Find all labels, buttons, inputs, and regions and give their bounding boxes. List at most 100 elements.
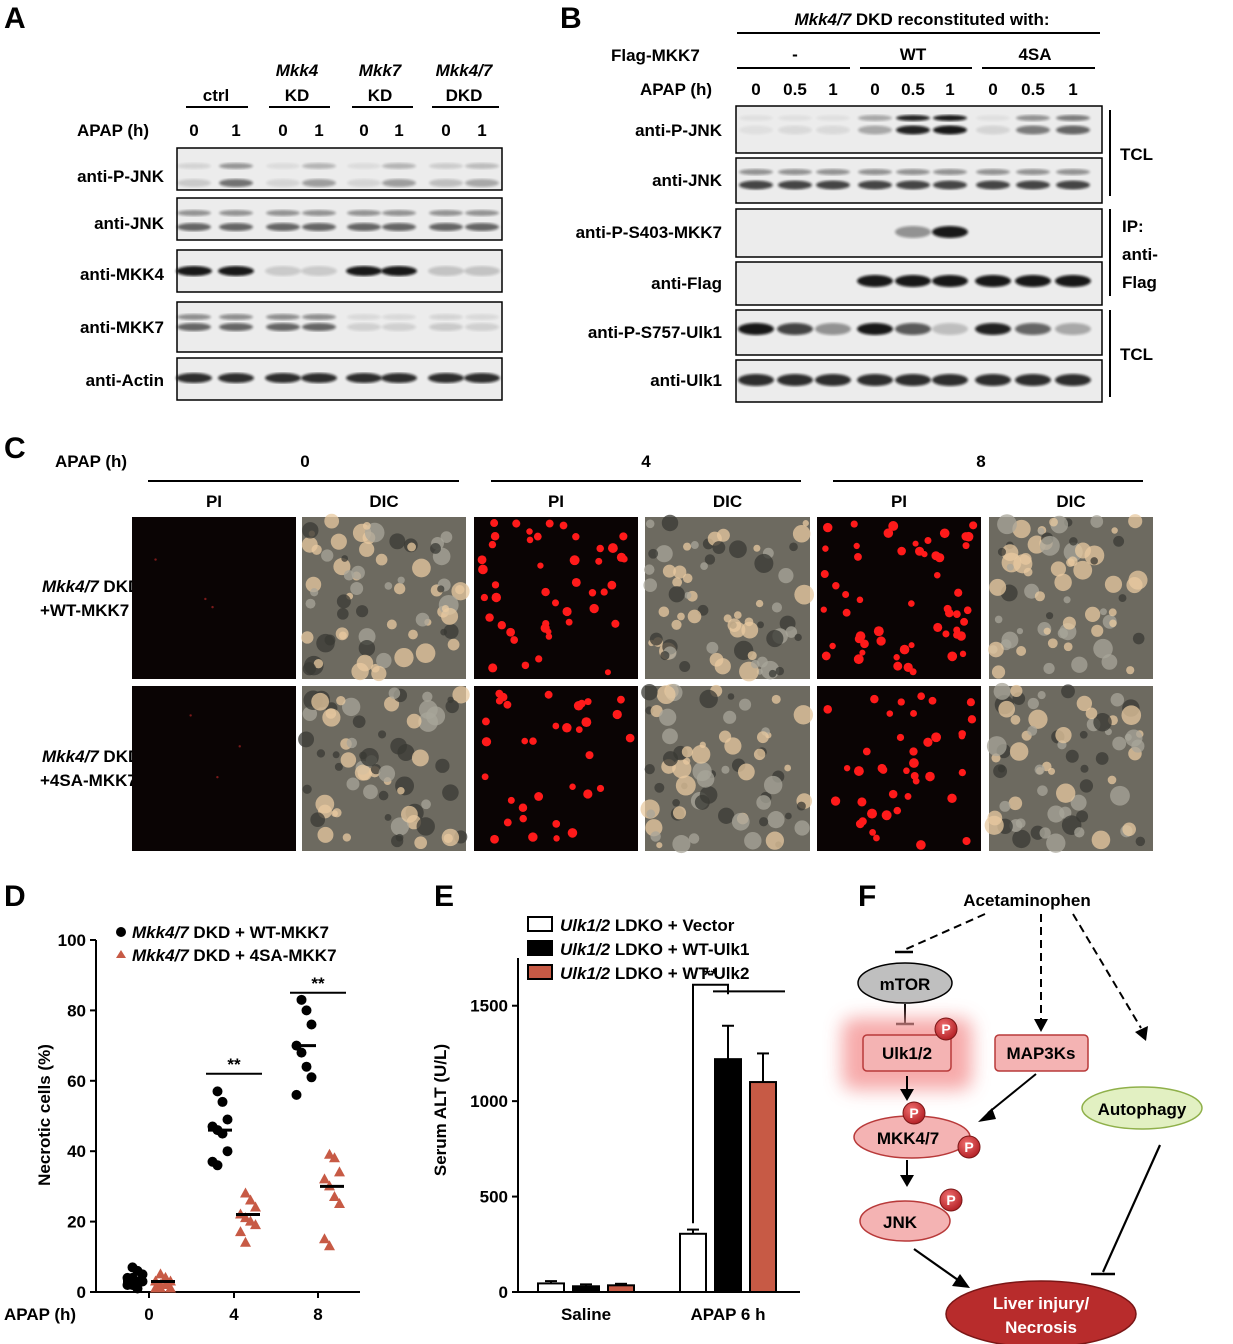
c-pi-image [817, 517, 981, 679]
a-time-label: 0 [189, 121, 198, 140]
d-point-4sa [245, 1194, 256, 1205]
a-band [346, 266, 382, 276]
a-band [347, 323, 381, 331]
f-node-liver-line2: Necrosis [1005, 1318, 1077, 1337]
a-band [429, 314, 463, 320]
d-ylabel: Necrotic cells (%) [35, 1044, 54, 1186]
a-time-label: 0 [359, 121, 368, 140]
b-band [933, 115, 967, 121]
a-time-label: 1 [314, 121, 323, 140]
b-band [896, 180, 930, 190]
b-band [976, 125, 1010, 135]
panel-d-scatter-chart: Necrotic cells (%) APAP (h) Mkk4/7 DKD +… [4, 923, 360, 1324]
b-blot-label: anti-P-S403-MKK7 [576, 223, 722, 242]
a-band [347, 210, 381, 216]
f-phospho-badge-label: P [964, 1139, 973, 1155]
a-band [177, 223, 211, 231]
a-time-label: 1 [477, 121, 486, 140]
b-band [896, 125, 930, 135]
b-band [1056, 169, 1090, 175]
f-edge-map3k-mkk [987, 1073, 1037, 1114]
f-node-liver-line1: Liver injury/ [993, 1294, 1090, 1313]
a-band [382, 210, 416, 216]
a-band [301, 266, 337, 276]
f-arrowhead-autophagy [1135, 1026, 1148, 1041]
b-band [895, 226, 931, 238]
a-band [177, 210, 211, 216]
a-band [465, 323, 499, 331]
a-header-mkk7: Mkk7 [359, 61, 403, 80]
d-legend-4sa: Mkk4/7 DKD + 4SA-MKK7 [132, 946, 337, 965]
b-group-4sa: 4SA [1018, 45, 1051, 64]
c-dic-image [298, 686, 470, 851]
f-node-jnk: JNK [883, 1213, 918, 1232]
d-point-wt [217, 1096, 228, 1107]
a-band [465, 223, 499, 231]
b-band [895, 323, 931, 335]
d-y-tick-label: 100 [58, 931, 86, 950]
b-band [739, 115, 773, 121]
a-band [302, 210, 336, 216]
b-band [1015, 275, 1051, 287]
d-point-4sa [235, 1226, 246, 1237]
b-band [739, 180, 773, 190]
panel-a-western-blot: ctrl Mkk4 KD Mkk7 KD Mkk4/7 DKD APAP (h)… [77, 61, 503, 401]
d-point-4sa [160, 1278, 171, 1289]
panel-c-microscopy: APAP (h) 0 4 8 PI DIC PI DIC PI DIC Mkk4/7 DK… [40, 452, 1153, 854]
d-point-wt [212, 1086, 223, 1097]
d-point-4sa [240, 1212, 251, 1223]
panel-letter-b: B [560, 2, 582, 35]
d-point-4sa [240, 1187, 251, 1198]
d-legend-marker-4sa [116, 950, 126, 958]
f-phospho-badge [934, 1017, 958, 1041]
d-point-4sa [319, 1173, 330, 1184]
b-band [976, 180, 1010, 190]
a-band [429, 323, 463, 331]
a-band [302, 179, 336, 187]
b-side-tcl-1: TCL [1120, 145, 1153, 164]
a-band [219, 223, 253, 231]
panel-e-bar-chart: Serum ALT (U/L) Ulk1/2 LDKO + Vector Ulk1… [431, 916, 800, 1324]
b-band [858, 180, 892, 190]
c-dic-image [988, 514, 1153, 679]
e-bar [572, 1285, 600, 1294]
b-band [816, 169, 850, 175]
a-band [382, 323, 416, 331]
panel-letter-a: A [4, 2, 26, 35]
a-band [219, 323, 253, 331]
b-time-label: 0 [988, 80, 997, 99]
e-bar [749, 1081, 777, 1293]
d-y-tick-label: 80 [67, 1001, 86, 1020]
panel-letter-c: C [4, 432, 26, 465]
b-band [778, 125, 812, 135]
e-legend-label: Ulk1/2 LDKO + Vector [560, 916, 735, 935]
a-header-mkk7-kd: KD [368, 86, 393, 105]
b-band [778, 169, 812, 175]
d-point-wt [296, 994, 307, 1005]
b-band [815, 323, 851, 335]
d-legend: Mkk4/7 DKD + WT-MKK7 Mkk4/7 DKD + 4SA-MK… [116, 923, 337, 965]
b-time-label: 1 [1068, 80, 1077, 99]
c-column-label: PI [206, 492, 222, 511]
e-legend-swatch [527, 940, 553, 956]
f-node-autophagy: Autophagy [1098, 1100, 1187, 1119]
a-band [266, 179, 300, 187]
f-edge-jnk-liver [913, 1248, 959, 1281]
c-column-label: PI [891, 492, 907, 511]
a-band [176, 266, 212, 276]
d-x-tick-label: 4 [229, 1305, 239, 1324]
a-band [302, 323, 336, 331]
d-point-4sa [324, 1240, 335, 1251]
a-band [382, 163, 416, 169]
b-time-label: 0 [751, 80, 760, 99]
f-node-ulk-shape [862, 1034, 952, 1072]
c-pi-image [132, 517, 296, 679]
d-xlabel: APAP (h) [4, 1305, 76, 1324]
d-point-wt [306, 1019, 317, 1030]
b-band [975, 323, 1011, 335]
b-band [975, 374, 1011, 386]
b-band [778, 115, 812, 121]
b-blot-frame [735, 157, 1103, 204]
a-band [381, 266, 417, 276]
